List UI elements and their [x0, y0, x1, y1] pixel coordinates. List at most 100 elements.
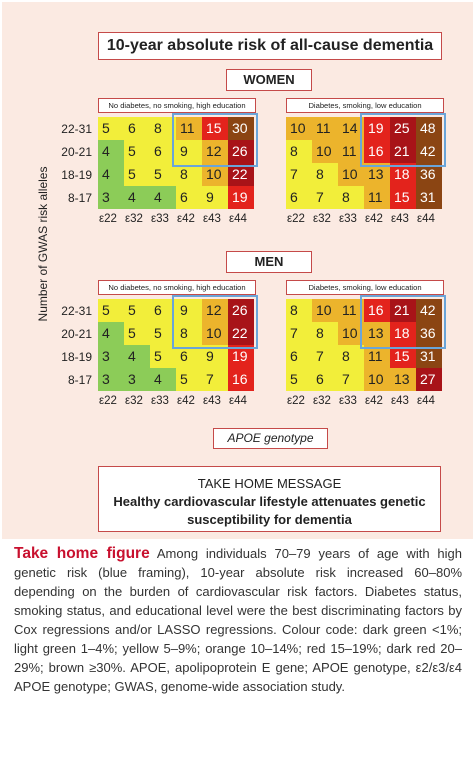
column-label: ε32	[125, 395, 143, 407]
row-label: 22-31	[61, 122, 92, 136]
risk-cell: 22	[228, 163, 254, 186]
column-label: ε33	[339, 213, 357, 225]
risk-cell: 11	[338, 299, 364, 322]
risk-cell: 6	[176, 186, 202, 209]
risk-cell: 7	[312, 186, 338, 209]
risk-cell: 8	[286, 299, 312, 322]
risk-cell: 4	[124, 186, 150, 209]
risk-cell: 19	[228, 186, 254, 209]
take-home-heading: TAKE HOME MESSAGE	[197, 476, 342, 491]
risk-cell: 3	[124, 368, 150, 391]
risk-cell: 8	[338, 186, 364, 209]
column-label: ε33	[151, 395, 169, 407]
risk-cell: 30	[228, 117, 254, 140]
row-label: 8-17	[67, 191, 92, 205]
risk-cell: 6	[124, 117, 150, 140]
risk-cell: 8	[338, 345, 364, 368]
column-label: ε33	[339, 395, 357, 407]
risk-cell: 26	[228, 140, 254, 163]
risk-cell: 13	[390, 368, 416, 391]
risk-cell: 11	[364, 186, 390, 209]
column-label: ε22	[99, 395, 117, 407]
risk-cell: 10	[312, 299, 338, 322]
risk-cell: 42	[416, 140, 442, 163]
risk-cell: 5	[98, 299, 124, 322]
column-label: ε44	[417, 213, 435, 225]
risk-cell: 11	[338, 140, 364, 163]
risk-cell: 8	[176, 322, 202, 345]
column-label: ε42	[365, 395, 383, 407]
risk-cell: 5	[150, 322, 176, 345]
row-label: 20-21	[61, 145, 92, 159]
risk-cell: 21	[390, 299, 416, 322]
column-label: ε42	[177, 213, 195, 225]
risk-cell: 8	[312, 163, 338, 186]
risk-cell: 4	[98, 140, 124, 163]
caption-title: Take home figure	[14, 545, 150, 562]
risk-cell: 3	[98, 186, 124, 209]
risk-cell: 5	[176, 368, 202, 391]
risk-cell: 15	[390, 345, 416, 368]
risk-cell: 42	[416, 299, 442, 322]
column-label: ε43	[203, 395, 221, 407]
risk-cell: 5	[150, 163, 176, 186]
risk-cell: 13	[364, 163, 390, 186]
risk-cell: 9	[202, 345, 228, 368]
column-label: ε44	[229, 395, 247, 407]
risk-cell: 8	[312, 322, 338, 345]
row-label: 20-21	[61, 327, 92, 341]
high-risk-frame	[172, 113, 258, 167]
risk-cell: 8	[176, 163, 202, 186]
risk-cell: 7	[312, 345, 338, 368]
risk-cell: 8	[286, 140, 312, 163]
risk-cell: 31	[416, 186, 442, 209]
risk-cell: 26	[228, 299, 254, 322]
column-label: ε33	[151, 213, 169, 225]
risk-cell: 6	[150, 299, 176, 322]
risk-cell: 11	[312, 117, 338, 140]
risk-cell: 6	[312, 368, 338, 391]
risk-cell: 5	[124, 299, 150, 322]
risk-cell: 6	[176, 345, 202, 368]
figure-title: 10-year absolute risk of all-cause demen…	[98, 32, 442, 60]
risk-cell: 10	[364, 368, 390, 391]
take-home-line-1: Healthy cardiovascular lifestyle attenua…	[113, 494, 426, 509]
risk-cell: 7	[286, 163, 312, 186]
high-risk-frame	[360, 113, 446, 167]
risk-cell: 18	[390, 163, 416, 186]
risk-cell: 4	[98, 322, 124, 345]
risk-cell: 48	[416, 117, 442, 140]
risk-cell: 19	[228, 345, 254, 368]
risk-cell: 5	[150, 345, 176, 368]
risk-cell: 3	[98, 368, 124, 391]
risk-cell: 36	[416, 322, 442, 345]
risk-cell: 27	[416, 368, 442, 391]
risk-cell: 10	[286, 117, 312, 140]
risk-cell: 16	[228, 368, 254, 391]
panel-header: No diabetes, no smoking, high education	[98, 98, 256, 113]
panel-header: No diabetes, no smoking, high education	[98, 280, 256, 295]
risk-cell: 15	[390, 186, 416, 209]
risk-cell: 7	[286, 322, 312, 345]
high-risk-frame	[360, 295, 446, 349]
risk-cell: 13	[364, 322, 390, 345]
risk-cell: 4	[150, 186, 176, 209]
column-label: ε32	[313, 395, 331, 407]
risk-cell: 14	[338, 117, 364, 140]
women-label: WOMEN	[226, 69, 312, 91]
column-label: ε43	[203, 213, 221, 225]
risk-cell: 5	[124, 140, 150, 163]
risk-cell: 11	[176, 117, 202, 140]
risk-cell: 25	[390, 117, 416, 140]
column-label: ε22	[99, 213, 117, 225]
panel-header: Diabetes, smoking, low education	[286, 280, 444, 295]
risk-cell: 10	[338, 163, 364, 186]
risk-cell: 6	[286, 186, 312, 209]
men-label: MEN	[226, 251, 312, 273]
column-label: ε22	[287, 395, 305, 407]
risk-cell: 9	[202, 186, 228, 209]
risk-cell: 10	[202, 163, 228, 186]
risk-cell: 10	[202, 322, 228, 345]
risk-cell: 10	[312, 140, 338, 163]
